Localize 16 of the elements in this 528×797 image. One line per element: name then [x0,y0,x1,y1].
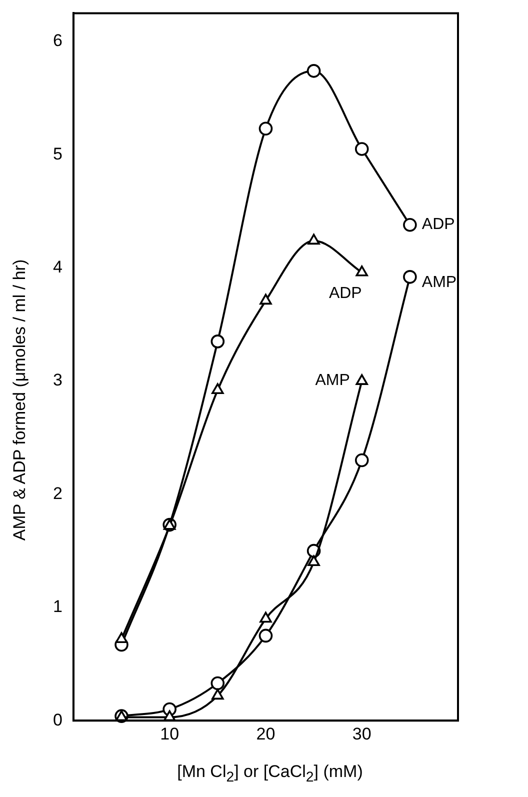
y-tick-label: 1 [52,597,62,616]
x-tick-label: 10 [160,724,180,744]
y-tick-label: 4 [52,258,62,277]
series-label: AMP [315,372,350,390]
series-label: ADP [422,216,455,233]
x-axis-title: [Mn Cl$_{2}$] or [CaCl$_{2}$] (mM) [176,762,364,786]
y-tick-label: 5 [52,144,62,164]
y-tick-label: 3 [52,370,62,390]
y-tick-label: 0 [52,710,62,730]
x-tick-label: 20 [256,724,276,744]
y-axis-title: AMP & ADP formed (μmoles / ml / hr) [10,258,30,543]
y-tick-label: 2 [52,484,62,503]
x-tick-label: 30 [352,724,372,744]
series-label: AMP [422,274,457,291]
y-tick-label: 6 [52,31,62,50]
series-label: ADP [328,285,362,302]
